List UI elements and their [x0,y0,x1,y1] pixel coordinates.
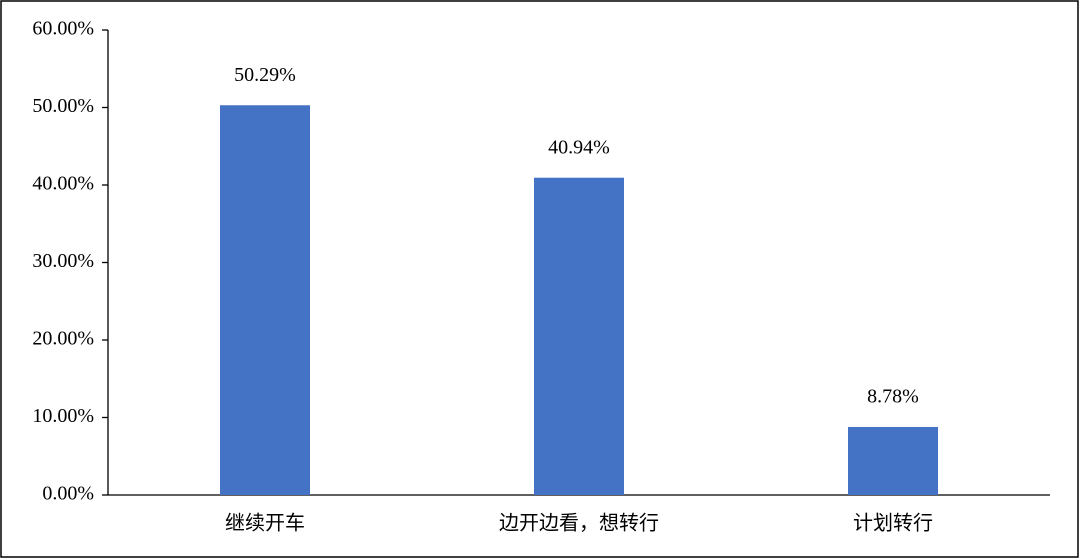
y-tick-label: 20.00% [32,328,94,350]
x-tick-label: 计划转行 [853,511,933,535]
bar [848,426,938,495]
bar [534,177,624,495]
y-tick-label: 0.00% [42,483,94,505]
x-tick-label: 边开边看，想转行 [499,511,659,535]
y-tick-label: 60.00% [32,18,94,40]
y-tick-label: 10.00% [32,405,94,427]
y-tick-label: 40.00% [32,173,94,195]
data-label: 8.78% [867,386,919,408]
bar [220,105,310,495]
y-tick-label: 30.00% [32,250,94,272]
data-label: 40.94% [548,136,610,158]
data-label: 50.29% [234,64,296,86]
x-tick-label: 继续开车 [225,511,305,535]
y-tick-label: 50.00% [32,95,94,117]
